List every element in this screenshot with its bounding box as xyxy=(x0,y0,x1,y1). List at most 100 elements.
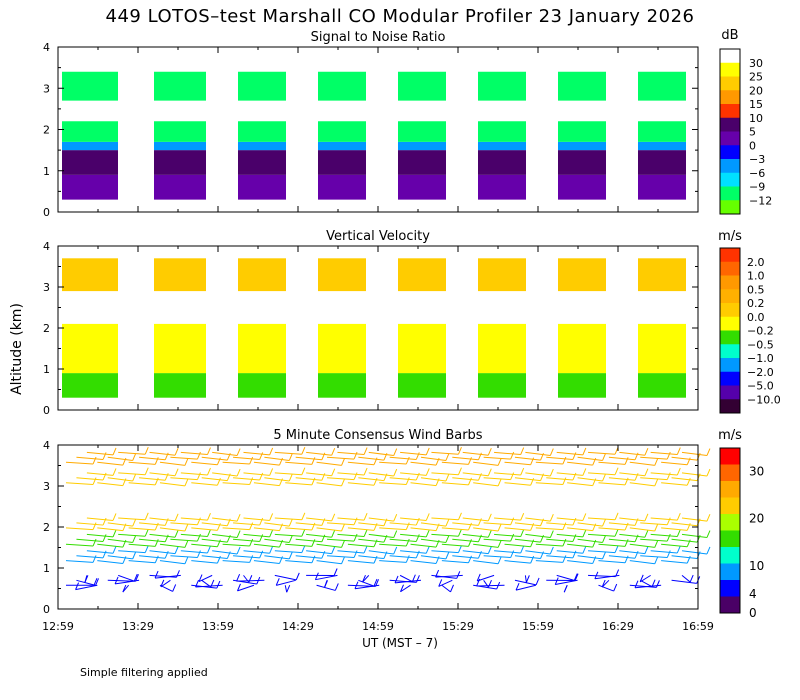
wind-barb-shaft-5-41 xyxy=(494,451,521,456)
wind-barb-flag-3-0 xyxy=(92,522,97,530)
x-tick-label-2: 13:59 xyxy=(202,620,234,633)
wind-barb-flag-0-51 xyxy=(613,583,618,592)
wind-barb-flag-0-14 xyxy=(198,574,203,582)
wind-barb-shaft-3-10 xyxy=(170,522,198,526)
wind-barb-shaft-3-47 xyxy=(556,517,583,521)
wind-barb-shaft-5-24 xyxy=(316,461,342,466)
wind-barb-shaft-3-25 xyxy=(326,522,355,526)
wind-barb-shaft-4-18 xyxy=(253,482,280,487)
colorbar-label-2-5: −0.2 xyxy=(747,325,774,338)
colorbar-swatch-3-2 xyxy=(720,481,740,498)
wind-barb-shaft-5-58 xyxy=(671,456,698,461)
wind-barb-shaft-1-54 xyxy=(629,560,655,565)
wind-barb-shaft-5-8 xyxy=(149,451,176,456)
wind-barb-flag-3-2 xyxy=(112,513,117,521)
wind-barb-shaft-4-40 xyxy=(483,477,511,481)
wind-barb-shaft-0-3 xyxy=(75,584,98,591)
wind-barb-shaft-2-54 xyxy=(629,543,655,548)
wind-barb-shaft-1-27 xyxy=(347,560,375,564)
wind-barb-flag-5-11 xyxy=(207,447,211,455)
wind-barb-flag-0-27 xyxy=(375,579,380,587)
colorbar-label-1-3: 15 xyxy=(749,98,763,111)
wind-barb-shaft-2-38 xyxy=(462,533,489,538)
wind-barb-flag-3-25 xyxy=(353,517,358,525)
wind-barb-shaft-0-44 xyxy=(524,575,527,583)
wind-barb-flag-5-1 xyxy=(102,452,107,460)
wind-barb-shaft-4-49 xyxy=(577,477,603,482)
wind-barb-flag-0-57 xyxy=(634,580,639,588)
wind-barb-shaft-5-37 xyxy=(452,456,479,461)
colorbar-label-2-6: −0.5 xyxy=(747,338,774,351)
wind-barb-shaft-1-42 xyxy=(504,560,531,564)
wind-barb-shaft-1-31 xyxy=(389,555,417,559)
wind-barb-shaft-0-42 xyxy=(476,584,505,587)
wind-barb-shaft-4-27 xyxy=(347,482,375,486)
colorbar-label-2-7: −1.0 xyxy=(747,352,774,365)
wind-barb-flag-0-23 xyxy=(333,568,338,576)
wind-barb-flag-1-46 xyxy=(572,550,577,559)
heatmap-cell-1-2-4 xyxy=(238,71,286,101)
wind-barb-shaft-2-36 xyxy=(441,543,469,547)
y-tick-label-3-0: 0 xyxy=(43,603,50,616)
wind-barb-flag-2-51 xyxy=(624,539,629,547)
wind-barb-shaft-4-7 xyxy=(139,477,166,481)
wind-barb-shaft-5-7 xyxy=(139,456,166,461)
wind-barb-shaft-3-42 xyxy=(504,527,531,531)
wind-barb-shaft-1-43 xyxy=(514,555,541,560)
heatmap-cell-1-4-1 xyxy=(398,150,446,175)
wind-barb-shaft-2-4 xyxy=(107,538,133,543)
wind-barb-shaft-3-43 xyxy=(514,522,541,527)
wind-barb-shaft-1-21 xyxy=(285,560,312,564)
wind-barb-flag-1-49 xyxy=(602,551,607,560)
wind-barb-flag-4-39 xyxy=(497,478,502,487)
wind-barb-flag-3-19 xyxy=(288,518,293,527)
wind-barb-flag-1-4 xyxy=(132,551,137,560)
y-tick-label-3-4: 4 xyxy=(43,439,50,452)
wind-barb-shaft-1-59 xyxy=(681,550,708,555)
wind-barb-flag-2-2 xyxy=(112,529,117,538)
colorbar-label-3-1: 20 xyxy=(749,512,764,526)
wind-barb-flag-2-40 xyxy=(510,533,515,542)
wind-barb-flag-2-46 xyxy=(572,534,577,542)
panel-title-1: Signal to Noise Ratio xyxy=(311,30,446,45)
heatmap-cell-1-1-3 xyxy=(154,121,206,142)
wind-barb-shaft-5-5 xyxy=(118,451,146,455)
wind-barb-shaft-3-16 xyxy=(233,522,260,526)
wind-barb-shaft-3-28 xyxy=(358,522,384,527)
wind-barb-flag-3-41 xyxy=(520,512,525,521)
wind-barb-shaft-2-27 xyxy=(347,543,375,548)
heatmap-cell-1-3-2 xyxy=(318,141,366,151)
wind-barb-shaft-5-4 xyxy=(107,456,133,461)
colorbar-swatch-2-6 xyxy=(720,330,740,345)
colorbar-swatch-1-0 xyxy=(720,49,740,64)
wind-barb-flag-0-30 xyxy=(354,581,359,589)
wind-barb-shaft-0-10 xyxy=(160,579,171,588)
wind-barb-shaft-3-33 xyxy=(410,527,437,532)
wind-barb-flag-2-54 xyxy=(654,540,659,548)
wind-barb-flag-2-56 xyxy=(676,529,681,537)
wind-barb-shaft-0-8 xyxy=(149,574,177,578)
wind-barb-shaft-1-46 xyxy=(546,555,573,559)
colorbar-swatch-2-0 xyxy=(720,248,740,263)
wind-barb-flag-5-32 xyxy=(425,447,430,456)
wind-barb-shaft-3-46 xyxy=(546,522,573,526)
wind-barb-flag-0-55 xyxy=(651,579,656,587)
wind-barb-flag-2-50 xyxy=(614,528,619,537)
wind-barb-flag-0-54 xyxy=(655,580,660,588)
wind-barb-flag-4-26 xyxy=(363,467,368,476)
colorbar-label-1-0: 30 xyxy=(749,57,763,70)
wind-barb-flag-5-35 xyxy=(458,446,462,455)
wind-barb-shaft-4-1 xyxy=(76,477,104,481)
wind-barb-shaft-1-26 xyxy=(337,550,365,554)
y-tick-label-2-0: 0 xyxy=(43,404,50,417)
wind-barb-flag-0-25 xyxy=(324,580,329,588)
wind-barb-flag-0-32 xyxy=(411,574,416,582)
wind-barb-shaft-4-9 xyxy=(159,482,185,487)
heatmap-cell-1-7-0 xyxy=(638,174,686,200)
wind-barb-flag-3-30 xyxy=(405,522,410,530)
wind-barb-flag-3-47 xyxy=(582,513,587,521)
wind-barb-flag-2-0 xyxy=(92,538,97,547)
wind-barb-flag-0-29 xyxy=(362,575,366,583)
wind-barb-shaft-4-53 xyxy=(619,472,645,477)
